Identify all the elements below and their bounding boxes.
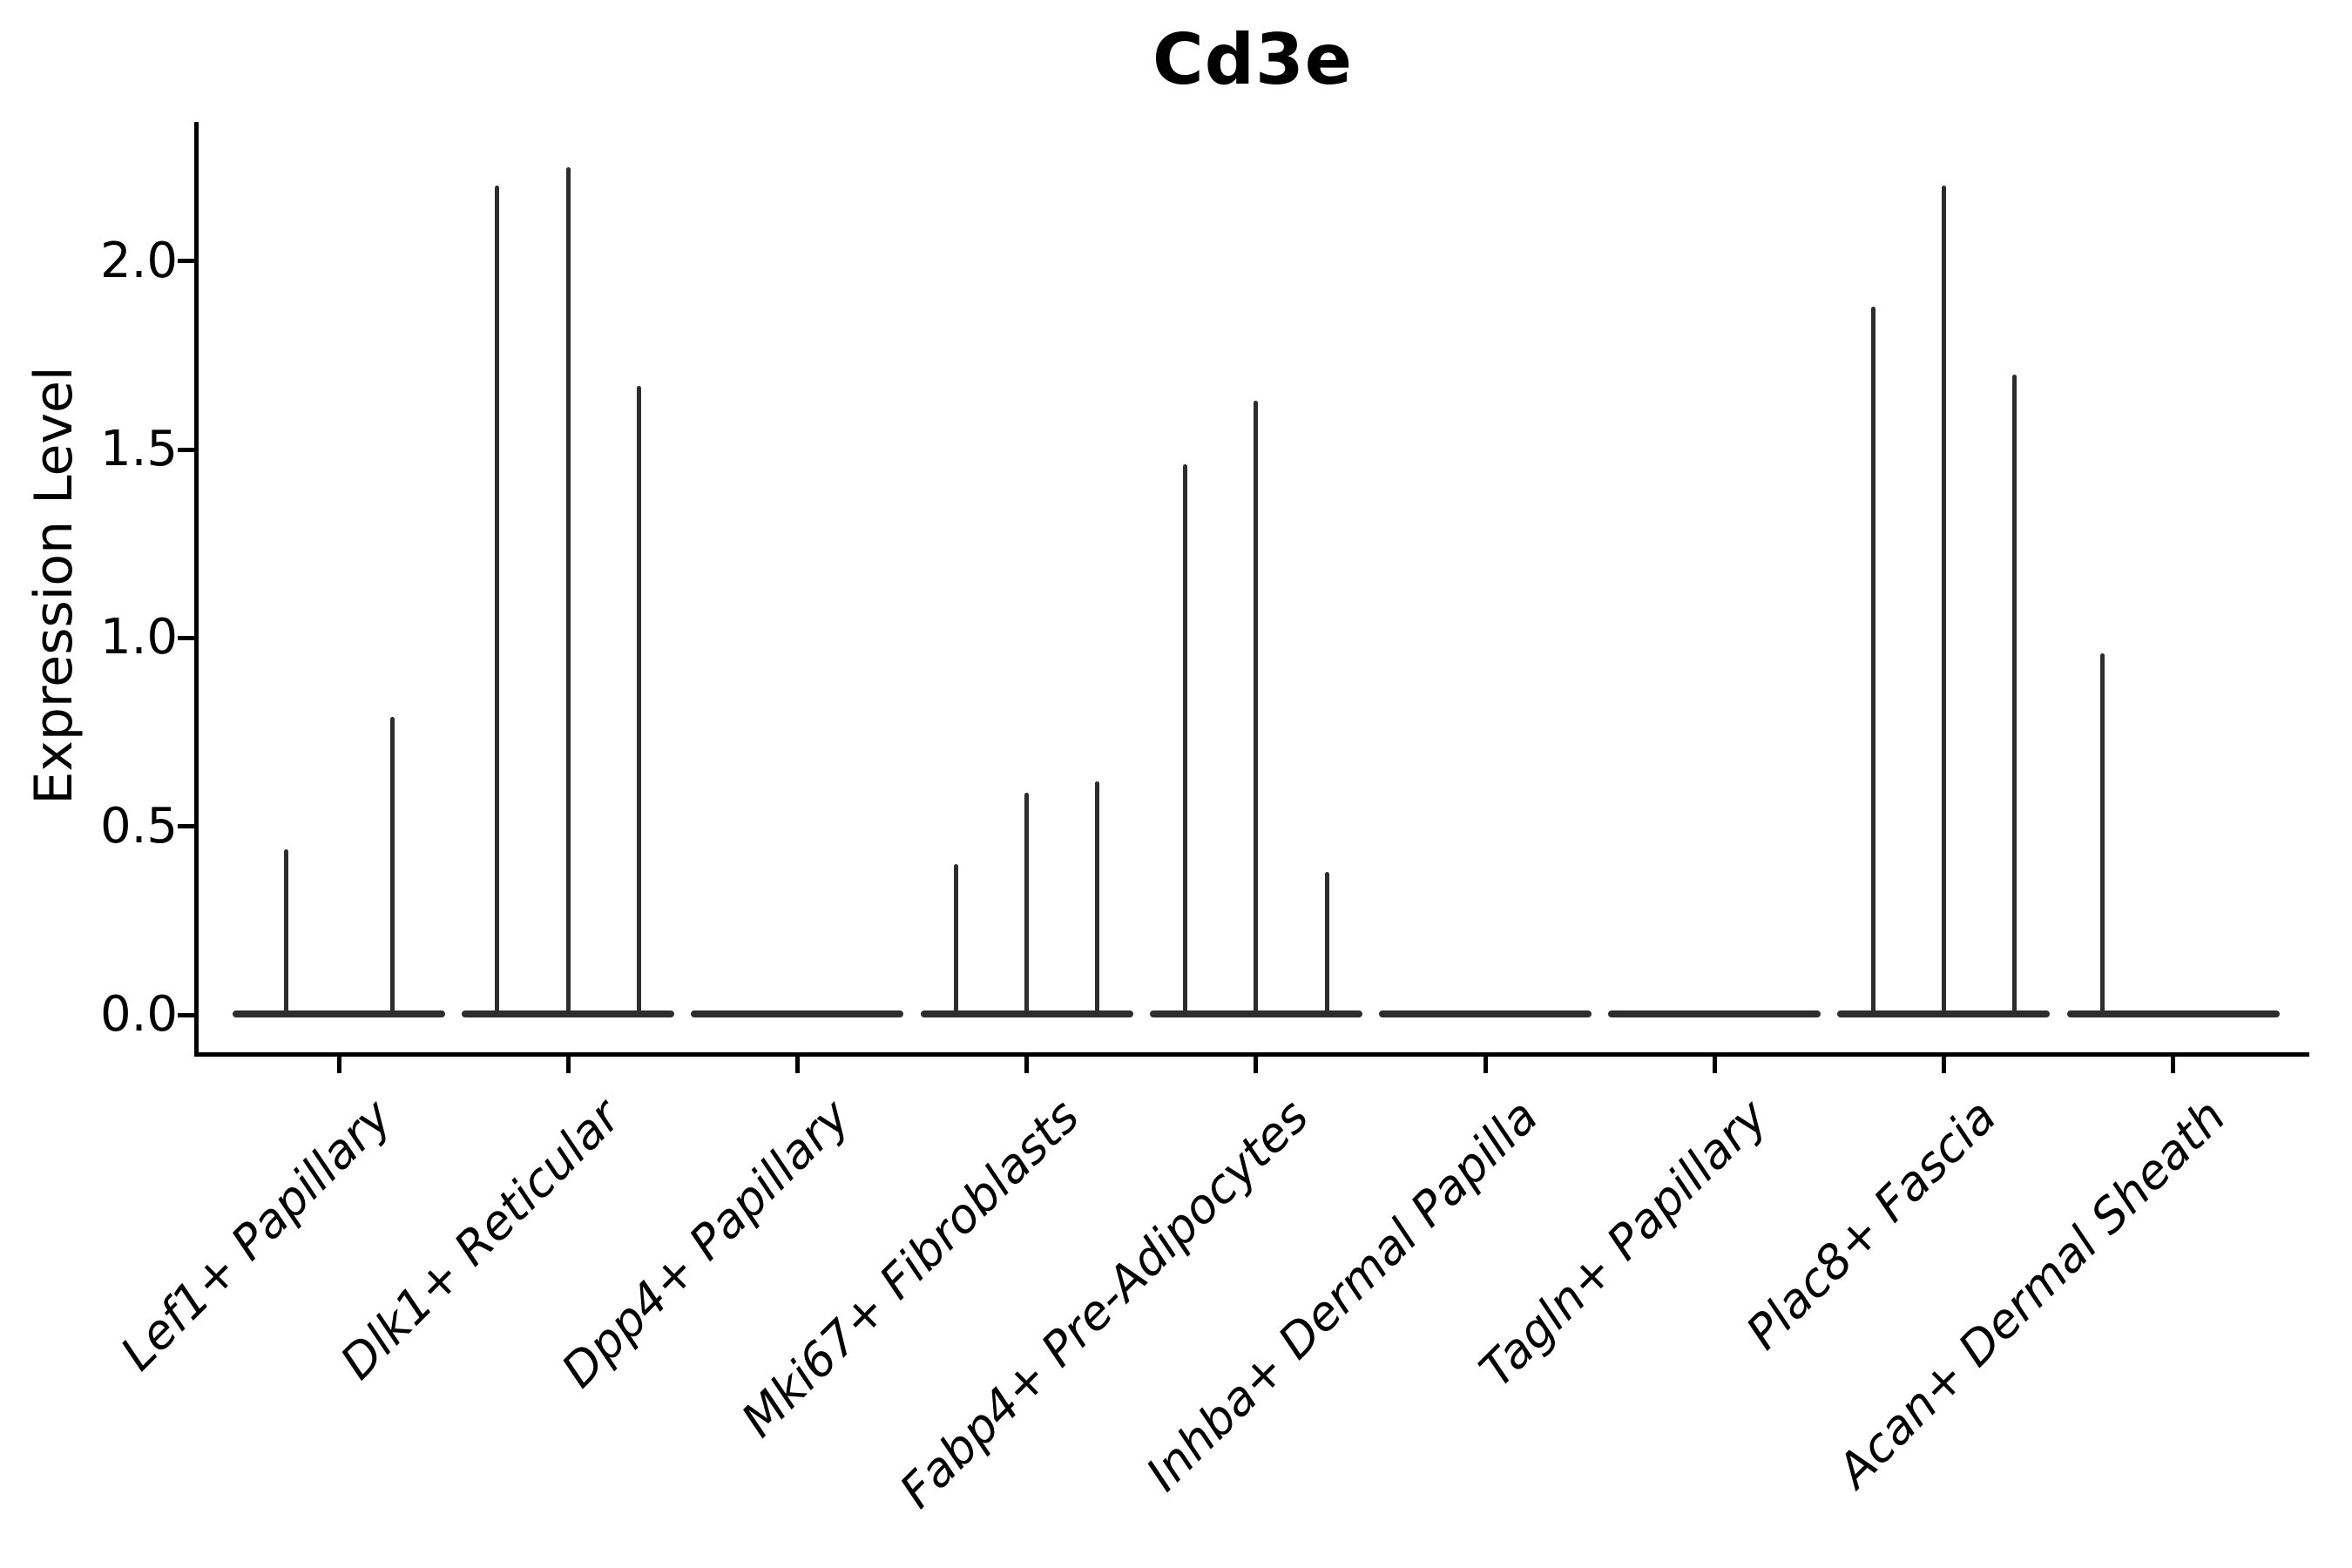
violin-spike: [1024, 792, 1030, 1016]
x-tick: [565, 1054, 571, 1073]
violin-spike: [2099, 652, 2105, 1016]
y-tick: [178, 824, 197, 829]
y-tick: [178, 1012, 197, 1017]
violin-baseline: [1608, 1010, 1821, 1017]
y-tick: [178, 447, 197, 452]
violin-spike: [1254, 400, 1259, 1016]
x-tick-label: Acan+ Dermal Sheath: [1827, 1088, 2237, 1498]
violin-baseline: [233, 1010, 445, 1017]
violin-spike: [283, 848, 288, 1016]
y-tick-label: 2.0: [99, 232, 178, 289]
violin-spike: [637, 385, 642, 1016]
x-tick: [1483, 1054, 1488, 1073]
violin-spike: [495, 186, 500, 1016]
y-axis-spine: [194, 122, 199, 1057]
violin-spike: [2012, 374, 2017, 1016]
x-tick: [1254, 1054, 1259, 1073]
violin-spike: [565, 166, 571, 1016]
x-axis-spine: [194, 1052, 2309, 1057]
y-tick: [178, 259, 197, 264]
violin-spike: [389, 717, 395, 1016]
violin-baseline: [2066, 1010, 2280, 1017]
x-tick: [1712, 1054, 1717, 1073]
x-tick: [2171, 1054, 2176, 1073]
violin-spike: [1870, 306, 1876, 1016]
chart-title: Cd3e: [1152, 19, 1353, 100]
x-tick-label: Inhba+ Dermal Papilla: [1135, 1088, 1549, 1502]
violin-spike: [1095, 781, 1100, 1016]
x-tick-label: Plac8+ Fascia: [1735, 1088, 2007, 1361]
x-tick: [1941, 1054, 1946, 1073]
x-tick: [1024, 1054, 1030, 1073]
x-tick: [794, 1054, 800, 1073]
y-tick-label: 1.5: [99, 421, 178, 478]
violin-spike: [953, 863, 958, 1016]
y-tick-label: 0.0: [99, 986, 178, 1043]
violin-baseline: [1379, 1010, 1592, 1017]
y-tick-label: 0.5: [99, 797, 178, 855]
violin-spike: [1324, 871, 1329, 1016]
violin-spike: [1182, 464, 1187, 1016]
x-tick-label: Fabp4+ Pre-Adipocytes: [889, 1088, 1320, 1519]
x-tick: [336, 1054, 341, 1073]
y-tick-label: 1.0: [99, 609, 178, 666]
violin-spike: [1941, 186, 1946, 1016]
y-tick: [178, 635, 197, 640]
violin-baseline: [691, 1010, 904, 1017]
